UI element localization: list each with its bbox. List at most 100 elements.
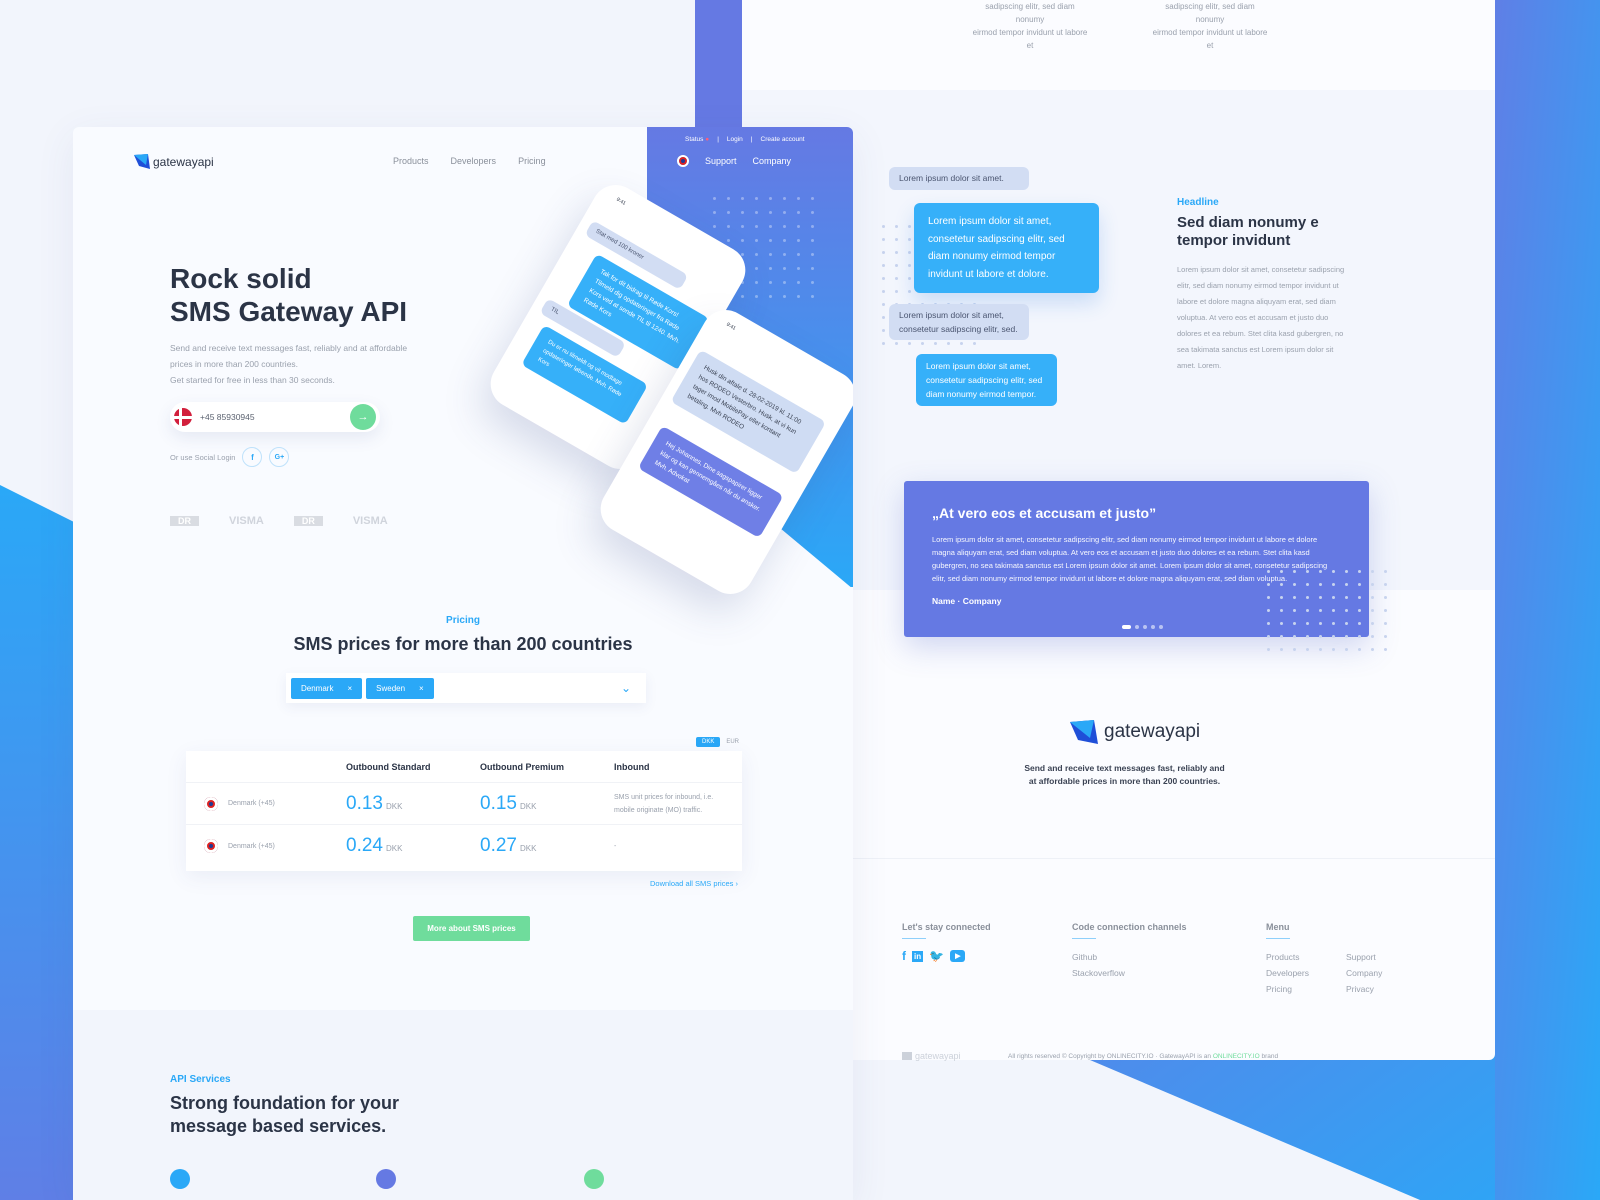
footer-link-pricing[interactable]: Pricing [1266,984,1292,994]
country-select[interactable]: Denmark × Sweden × ⌄ [286,673,646,703]
dot [1267,635,1270,638]
dot [1267,583,1270,586]
footer-link-developers[interactable]: Developers [1266,968,1309,978]
currency-dkk[interactable]: DKK [696,737,721,747]
dot [1384,622,1387,625]
phone-input[interactable]: +45 85930945 → [170,402,380,432]
dot [811,225,814,228]
dot [797,225,800,228]
slide-dot-active[interactable] [1122,625,1131,629]
slide-dot[interactable] [1151,625,1155,629]
dot [713,225,716,228]
onlinecity-link[interactable]: ONLINECITY.IO [1212,1053,1260,1060]
dot [713,197,716,200]
nav-company[interactable]: Company [752,156,792,166]
download-prices-link[interactable]: Download all SMS prices › [650,879,738,888]
country-tag: Denmark × [291,677,363,699]
slide-dot[interactable] [1159,625,1163,629]
dot [741,295,744,298]
dot [1345,635,1348,638]
dot [1384,609,1387,612]
dot [1306,648,1309,651]
dot [1306,609,1309,612]
service-icon [376,1169,396,1189]
slide-dot[interactable] [1143,625,1147,629]
dot [1267,648,1270,651]
dot [797,267,800,270]
dot [783,211,786,214]
country-name: Denmark (+45) [228,800,275,807]
outbound-premium-price: 0.15 DKK [480,792,537,814]
slide-indicators [1122,625,1163,629]
nav-support[interactable]: Support [705,156,737,166]
github-link[interactable]: Github [1072,952,1098,962]
table-row: Denmark (+45) 0.13 DKK 0.15 DKK SMS unit p… [186,783,742,825]
footer-link-support[interactable]: Support [1346,952,1376,962]
dot [783,295,786,298]
dot [882,277,885,280]
currency-eur[interactable]: EUR [726,739,740,745]
dot [1293,622,1296,625]
currency-toggle: DKK EUR [696,737,739,747]
dot [727,225,730,228]
create-account-link[interactable]: Create account [760,136,805,143]
dot [1332,596,1335,599]
dot [755,253,758,256]
dot [1319,635,1322,638]
dot [1345,648,1348,651]
status-link[interactable]: Status ● [685,136,710,143]
remove-tag-icon[interactable]: × [419,683,424,693]
nav-products[interactable]: Products [393,156,429,166]
dot [960,342,963,345]
login-link[interactable]: Login [726,136,743,143]
dot [1384,596,1387,599]
left-panel: gatewayapi Products Developers Pricing S… [73,127,853,1200]
dot [1319,648,1322,651]
dot [797,281,800,284]
dr-logo: DR [170,516,199,526]
dot [895,277,898,280]
right-panel: sadipscing elitr, sed diam nonumy eirmod … [742,0,1495,1061]
dot [811,253,814,256]
dot [769,295,772,298]
facebook-login-button[interactable]: f [242,447,263,467]
footer-link-privacy[interactable]: Privacy [1346,984,1374,994]
stackoverflow-link[interactable]: Stackoverflow [1072,968,1125,978]
nav-pricing[interactable]: Pricing [518,156,546,166]
submit-arrow-button[interactable]: → [350,404,376,430]
dot [755,281,758,284]
dot [1306,622,1309,625]
google-login-button[interactable]: G+ [269,447,290,467]
remove-tag-icon[interactable]: × [347,683,353,693]
footer-link-products[interactable]: Products [1266,952,1300,962]
youtube-icon[interactable]: ▶ [950,950,966,962]
facebook-icon[interactable]: f [902,949,906,963]
dot [783,253,786,256]
dot [741,239,744,242]
feature-eyebrow: Headline [1177,197,1219,208]
dot [947,342,950,345]
api-eyebrow: API Services [170,1074,231,1085]
dot [727,239,730,242]
dot [934,342,937,345]
twitter-icon[interactable]: 🐦 [929,949,945,963]
linkedin-icon[interactable]: in [912,950,924,962]
chevron-down-icon[interactable]: ⌄ [620,681,631,695]
dot [755,267,758,270]
dot [769,197,772,200]
dot [1345,570,1348,573]
logo[interactable]: gatewayapi [134,154,214,169]
footer-link-company[interactable]: Company [1346,968,1383,978]
more-prices-button[interactable]: More about SMS prices [413,916,530,941]
slide-dot[interactable] [1135,625,1139,629]
dot [811,239,814,242]
dot [1293,635,1296,638]
dot [1319,570,1322,573]
dot [783,225,786,228]
dot [908,342,911,345]
chat-bubble: Lorem ipsum dolor sit amet. [889,167,1029,190]
uk-flag-icon[interactable] [677,155,689,167]
dot [783,281,786,284]
nav-developers[interactable]: Developers [450,156,497,166]
inbound-note: SMS unit prices for inbound, i.e. mobile… [614,793,714,814]
